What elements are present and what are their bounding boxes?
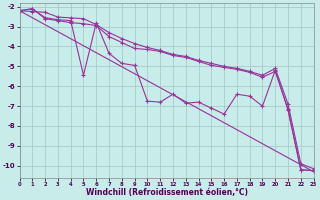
X-axis label: Windchill (Refroidissement éolien,°C): Windchill (Refroidissement éolien,°C) [85, 188, 248, 197]
